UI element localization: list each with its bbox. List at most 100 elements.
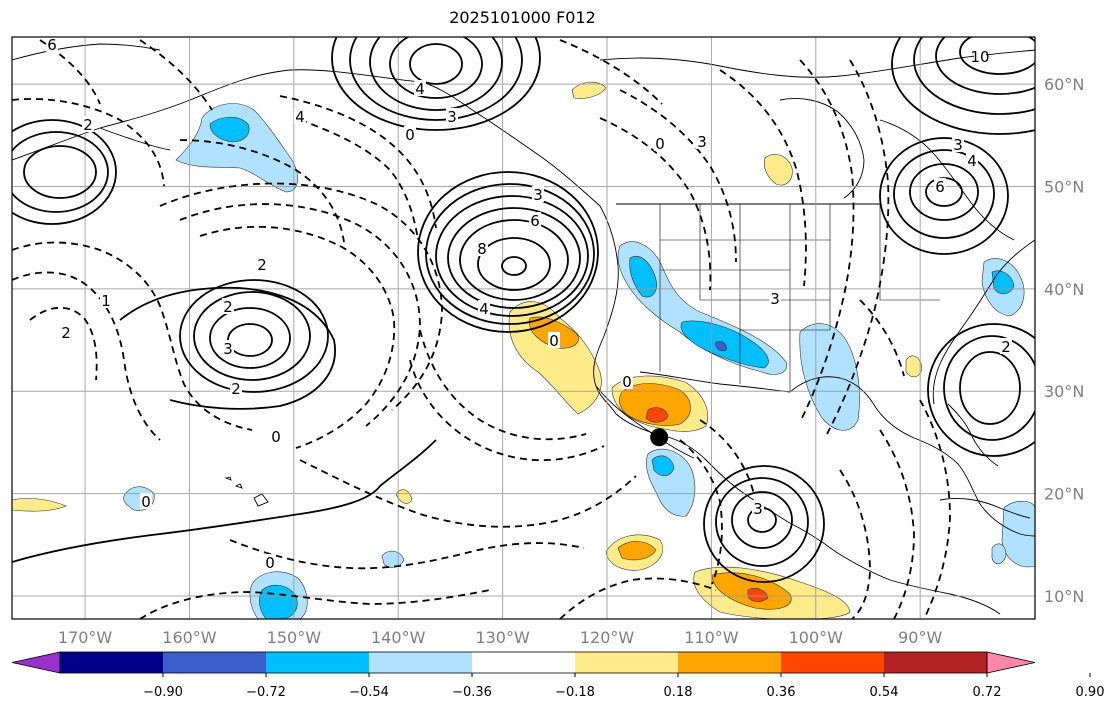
contour-label: 0 <box>549 332 559 350</box>
contour-label-bg <box>222 298 234 314</box>
colorbar-tick-label: −0.36 <box>452 685 492 700</box>
contour-dash-10 <box>599 117 712 291</box>
colorbar-tick-label: 0.36 <box>767 685 796 700</box>
contour-label: 3 <box>223 340 233 358</box>
colorbar-swatch <box>575 652 679 673</box>
contour-dash-22 <box>839 469 871 619</box>
contour-nh-5 <box>389 37 483 99</box>
latitude-tick-label: 40°N <box>1044 280 1084 299</box>
contour-label: 0 <box>655 135 665 153</box>
contour-label: 2 <box>231 380 241 398</box>
longitude-tick-label: 90°W <box>898 628 942 647</box>
contour-dash-1 <box>12 241 253 431</box>
contour-dash-20 <box>679 439 723 585</box>
coast-hudson <box>779 98 865 199</box>
longitude-tick-label: 130°W <box>475 628 530 647</box>
contour-label: 4 <box>967 152 977 170</box>
contour-se-3 <box>959 351 1021 425</box>
dashed-contours <box>12 39 951 619</box>
coast-alaska <box>12 69 601 207</box>
longitude-tick-label: 150°W <box>267 628 322 647</box>
contour-label: 6 <box>935 178 945 196</box>
contour-se-2 <box>943 335 1035 441</box>
latitude-ticks: 10°N 20°N 30°N 40°N 50°N 60°N <box>1044 75 1084 606</box>
shade-tx-yellow <box>905 355 923 378</box>
contour-high-2 <box>417 171 599 333</box>
contour-dash-6 <box>159 182 443 411</box>
contour-high-center <box>501 256 527 276</box>
contour-ber-3 <box>23 145 97 199</box>
contour-ec-3 <box>879 137 1009 255</box>
contour-dash-27 <box>39 39 101 105</box>
contour-label-bg <box>404 126 416 142</box>
contour-label-bg <box>478 300 490 316</box>
contour-label: 3 <box>697 133 707 151</box>
shade-sw-darkblue <box>715 341 727 351</box>
contour-label: 0 <box>405 126 415 144</box>
colorbar-swatch <box>781 652 885 673</box>
contour-label-bg <box>752 500 764 516</box>
map-title: 2025101000 F012 <box>449 8 596 27</box>
contour-label-bg <box>476 240 488 256</box>
coast-pacific-nw <box>593 205 619 415</box>
contour-dash-23 <box>879 429 915 619</box>
coast-canada-north <box>599 49 1035 78</box>
longitude-tick-label: 110°W <box>684 628 739 647</box>
colorbar-tick-label: 0.18 <box>664 685 693 700</box>
coast-russia <box>12 43 161 61</box>
shade-hudson-yellow <box>763 154 793 186</box>
colorbar-tick-label: −0.90 <box>143 685 183 700</box>
contour-label-bg <box>100 292 112 308</box>
contour-label-bg <box>222 340 234 356</box>
contour-label-bg <box>270 428 282 444</box>
shade-west-blue <box>629 256 657 298</box>
contour-label-bg <box>974 48 986 64</box>
latitude-tick-label: 60°N <box>1044 75 1084 94</box>
contour-label: 6 <box>47 36 57 54</box>
contour-label: 6 <box>530 212 540 230</box>
colorbar-extend-min <box>11 651 61 674</box>
contour-label-bg <box>1000 338 1012 354</box>
shade-mexico-red <box>645 407 669 423</box>
colorbar-swatch <box>163 652 267 673</box>
contour-high-3 <box>425 183 595 325</box>
contour-label-bg <box>414 80 426 96</box>
contour-high-8 <box>477 237 551 291</box>
contour-dash-25 <box>179 139 345 243</box>
contour-label-bg <box>621 373 633 389</box>
contour-dash-11 <box>719 69 807 287</box>
colorbar-tick-label: −0.54 <box>349 685 389 700</box>
latitude-tick-label: 30°N <box>1044 382 1084 401</box>
contour-ne-4 <box>913 37 1035 115</box>
contour-label: 2 <box>257 256 267 274</box>
contour-dash-14 <box>419 329 587 441</box>
contour-dash-12 <box>799 59 855 423</box>
shade-mex-blue <box>651 455 675 477</box>
coastlines <box>12 43 1035 615</box>
colorbar-tick-label: −0.18 <box>555 685 595 700</box>
contour-high-4 <box>435 195 589 317</box>
latitude-tick-label: 50°N <box>1044 177 1084 196</box>
contour-label-bg <box>256 256 268 272</box>
contour-ber-2 <box>12 131 109 213</box>
colorbar: −0.90 −0.72 −0.54 −0.36 −0.18 0.18 0.36 0.54 0.7… <box>11 651 1104 700</box>
contour-label-bg <box>140 493 152 509</box>
contour-label: 0 <box>141 493 151 511</box>
coast-mexico-west <box>615 413 1001 615</box>
coast-baja <box>595 385 695 459</box>
border-us-mexico <box>639 371 791 393</box>
shade-cent-blue <box>991 543 1007 565</box>
contour-label: 8 <box>477 240 487 258</box>
contour-label: 2 <box>1001 338 1011 356</box>
contour-dash-9 <box>619 89 737 263</box>
contour-dash-18 <box>139 589 491 619</box>
contour-label-bg <box>446 108 458 124</box>
contour-label-bg <box>529 212 541 228</box>
contour-label: 4 <box>415 80 425 98</box>
contour-label-bg <box>60 324 72 340</box>
state-lines <box>659 204 940 392</box>
contour-dash-8 <box>279 95 437 229</box>
contour-se-1 <box>927 323 1035 457</box>
